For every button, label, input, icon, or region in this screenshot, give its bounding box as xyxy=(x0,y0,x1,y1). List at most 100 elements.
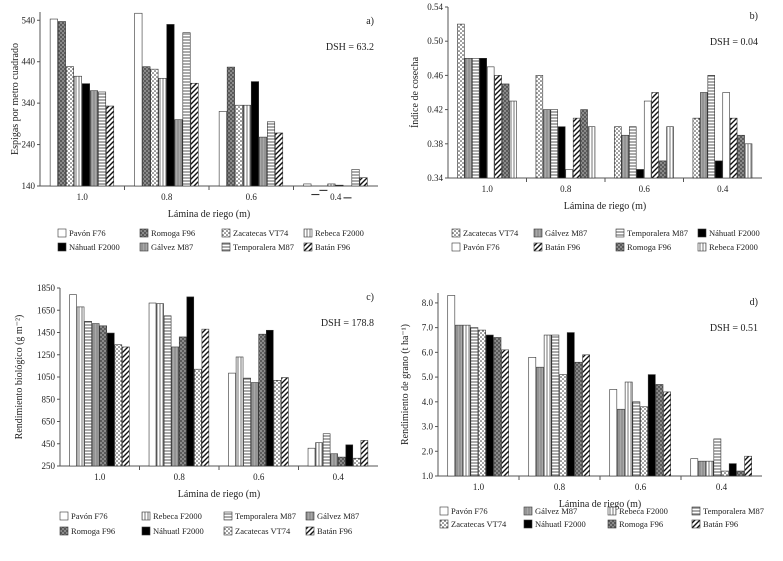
bar-zacatecas-vt74-0-8 xyxy=(150,68,159,187)
bar-zacatecas-vt74-0-6 xyxy=(273,380,282,467)
bar-nahuatl-f2000-1-0 xyxy=(479,57,487,179)
y-tick-label: 140 xyxy=(22,181,36,191)
legend-swatch-romoga-f96 xyxy=(139,228,149,238)
bar-rebeca-f2000-0-4 xyxy=(315,442,323,467)
bar-romoga-f96-0-4 xyxy=(737,134,745,179)
legend-swatch-rebeca-f2000 xyxy=(303,228,313,238)
bar-nahuatl-f2000-0-4 xyxy=(335,184,344,187)
legend-swatch-galvez-m87 xyxy=(139,242,149,252)
bar-batan-f96-0-6 xyxy=(663,391,671,477)
bar-pavon-f76-1-0 xyxy=(486,66,495,179)
legend-label-nahuatl-f2000: Náhuatl F2000 xyxy=(69,242,120,252)
chart-panel-3: 250 450 650 850 1050 1250 1450 1650 1850 1.0 0.8 0.… xyxy=(14,283,378,536)
bar-romoga-f96-0-8 xyxy=(580,109,588,179)
bar-batan-f96-0-4 xyxy=(729,117,738,179)
bar-romoga-f96-0-6 xyxy=(258,333,266,467)
dsh-annotation: DSH = 63.2 xyxy=(326,42,374,53)
legend: Pavón F76 Rebeca F2000 Temporalera M87 Gálv… xyxy=(59,511,359,536)
y-tick-label: 2.0 xyxy=(422,446,434,456)
y-tick-label: 1850 xyxy=(37,283,56,293)
bar-zacatecas-vt74-0-4 xyxy=(721,470,729,477)
bar-temporalera-m87-0-8 xyxy=(182,32,191,187)
bar-pavon-f76-1-0 xyxy=(69,294,77,467)
x-tick-label: 0.4 xyxy=(716,482,728,492)
bar-nahuatl-f2000-1-0 xyxy=(81,83,90,187)
legend: Pavón F76 Romoga F96 Zacatecas VT74 Rebeca … xyxy=(57,228,364,252)
legend-label-rebeca-f2000: Rebeca F2000 xyxy=(709,242,758,252)
x-axis-label: Lámina de riego (m) xyxy=(178,489,260,500)
legend-swatch-temporalera-m87 xyxy=(221,242,231,252)
bar-romoga-f96-1-0 xyxy=(57,21,66,187)
bar-galvez-m87-0-4 xyxy=(700,92,708,179)
legend-label-zacatecas-vt74: Zacatecas VT74 xyxy=(463,228,519,238)
bar-rebeca-f2000-1-0 xyxy=(509,100,517,179)
bar-galvez-m87-0-6 xyxy=(617,408,625,477)
bar-rebeca-f2000-0-6 xyxy=(242,104,251,187)
bar-pavon-f76-0-4 xyxy=(722,92,730,179)
legend-label-pavon-f76: Pavón F76 xyxy=(451,506,488,516)
legend-swatch-galvez-m87 xyxy=(533,228,543,238)
bar-rebeca-f2000-0-6 xyxy=(624,381,633,477)
bar-batan-f96-0-8 xyxy=(190,82,199,187)
legend-swatch-batan-f96 xyxy=(691,519,701,529)
legend-swatch-rebeca-f2000 xyxy=(697,242,707,252)
bar-rebeca-f2000-0-6 xyxy=(235,356,244,467)
legend-label-zacatecas-vt74: Zacatecas VT74 xyxy=(235,526,291,536)
bar-rebeca-f2000-0-8 xyxy=(543,334,552,477)
bar-temporalera-m87-0-6 xyxy=(243,377,251,467)
bar-rebeca-f2000-0-8 xyxy=(158,77,167,187)
bar-temporalera-m87-0-6 xyxy=(632,401,641,477)
x-tick-label: 1.0 xyxy=(482,184,494,194)
y-tick-label: 1450 xyxy=(37,328,56,338)
legend-label-romoga-f96: Romoga F96 xyxy=(627,242,671,252)
bar-batan-f96-1-0 xyxy=(501,349,509,477)
y-tick-label: 1050 xyxy=(37,372,56,382)
legend-swatch-zacatecas-vt74 xyxy=(439,519,449,529)
bar-romoga-f96-0-8 xyxy=(142,66,151,187)
y-axis-label: Índice de cosecha xyxy=(409,56,421,128)
bar-zacatecas-vt74-0-4 xyxy=(319,189,328,191)
legend-swatch-batan-f96 xyxy=(533,242,543,252)
bar-romoga-f96-1-0 xyxy=(493,337,502,477)
bar-romoga-f96-0-6 xyxy=(658,160,667,179)
bar-pavon-f76-1-0 xyxy=(447,295,456,477)
bar-romoga-f96-0-4 xyxy=(311,193,320,196)
legend-label-batan-f96: Batán F96 xyxy=(703,519,738,529)
legend-swatch-batan-f96 xyxy=(303,242,313,252)
bar-galvez-m87-0-8 xyxy=(536,366,544,477)
y-tick-label: 0.34 xyxy=(427,173,443,183)
legend-label-nahuatl-f2000: Náhuatl F2000 xyxy=(153,526,204,536)
bar-batan-f96-0-8 xyxy=(572,117,581,179)
bar-galvez-m87-0-4 xyxy=(698,460,706,477)
bar-pavon-f76-0-6 xyxy=(609,389,618,477)
bar-temporalera-m87-0-8 xyxy=(551,334,560,477)
panel-label: b) xyxy=(750,11,758,22)
x-tick-label: 0.8 xyxy=(554,482,566,492)
bar-temporalera-m87-1-0 xyxy=(98,91,107,187)
bar-zacatecas-vt74-1-0 xyxy=(457,23,465,179)
legend-label-pavon-f76: Pavón F76 xyxy=(463,242,500,252)
bar-pavon-f76-0-6 xyxy=(218,111,227,187)
y-tick-label: 440 xyxy=(22,57,36,67)
bar-batan-f96-0-8 xyxy=(582,354,590,477)
bar-romoga-f96-1-0 xyxy=(99,325,107,467)
bar-nahuatl-f2000-0-8 xyxy=(566,332,575,477)
bar-temporalera-m87-0-8 xyxy=(550,109,558,179)
bar-temporalera-m87-1-0 xyxy=(84,321,92,467)
x-tick-label: 1.0 xyxy=(94,472,106,482)
bar-nahuatl-f2000-0-6 xyxy=(647,374,656,477)
legend-label-batan-f96: Batán F96 xyxy=(545,242,580,252)
legend-label-zacatecas-vt74: Zacatecas VT74 xyxy=(451,519,507,529)
y-tick-label: 0.46 xyxy=(427,70,443,80)
legend-swatch-nahuatl-f2000 xyxy=(141,526,151,536)
legend-label-pavon-f76: Pavón F76 xyxy=(69,228,106,238)
bar-batan-f96-0-8 xyxy=(201,328,210,467)
bar-zacatecas-vt74-1-0 xyxy=(114,344,123,467)
bar-romoga-f96-0-4 xyxy=(736,470,745,477)
legend-label-temporalera-m87: Temporalera M87 xyxy=(233,242,294,252)
x-tick-label: 0.4 xyxy=(330,192,342,202)
legend-label-pavon-f76: Pavón F76 xyxy=(71,511,108,521)
bar-nahuatl-f2000-0-4 xyxy=(714,160,723,179)
y-tick-label: 850 xyxy=(42,394,56,404)
